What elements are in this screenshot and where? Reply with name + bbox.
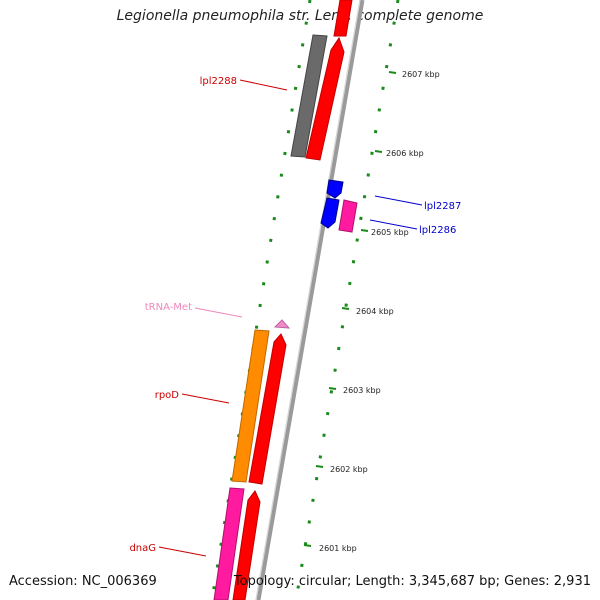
tick-mark (388, 71, 397, 74)
label-trna-met[interactable]: tRNA-Met (145, 302, 192, 313)
cds-top-red[interactable] (333, 0, 353, 37)
backbone-line (255, 0, 365, 600)
leader-lpl2286 (369, 219, 418, 230)
features (213, 0, 358, 600)
tick-label: 2605 kbp (371, 228, 409, 237)
leader-lpl2288 (239, 79, 288, 91)
tick-label: 2602 kbp (330, 465, 368, 474)
label-lpl2288[interactable]: lpl2288 (200, 76, 237, 87)
gene-lpl2288[interactable] (290, 34, 328, 158)
tick-mark (328, 387, 337, 390)
leader-rpoD (181, 393, 230, 404)
tick-mark (374, 150, 383, 153)
gene-lpl2287[interactable] (326, 179, 344, 199)
gene-lpl2287-b[interactable] (320, 197, 340, 229)
gene-rpoD[interactable] (231, 329, 270, 483)
tick-mark (303, 544, 312, 547)
tick-mark (315, 465, 324, 468)
tick-mark (341, 307, 350, 310)
cds-dnaG[interactable] (232, 490, 261, 600)
genome-summary-text: Topology: circular; Length: 3,345,687 bp… (233, 574, 591, 589)
cds-rpoD[interactable] (248, 333, 287, 485)
label-lpl2286[interactable]: lpl2286 (419, 225, 456, 236)
tick-label: 2606 kbp (386, 149, 424, 158)
accession-text: Accession: NC_006369 (9, 574, 157, 589)
gene-lpl2286[interactable] (338, 199, 358, 233)
map-title: Legionella pneumophila str. Lens, comple… (116, 8, 484, 24)
gene-dnaG[interactable] (213, 487, 245, 600)
leader-dnaG (158, 546, 207, 557)
label-dnaG[interactable]: dnaG (129, 543, 156, 554)
gene-labels: lpl2288 lpl2287 lpl2286 tRNA-Met rpoD dn… (129, 76, 461, 557)
leader-trna-met (194, 307, 243, 318)
leader-lpl2287 (374, 195, 423, 206)
label-lpl2287[interactable]: lpl2287 (424, 201, 461, 212)
cds-lpl2288[interactable] (305, 36, 345, 161)
scale-ticks: 2607 kbp 2606 kbp 2605 kbp 2604 kbp 2603… (303, 70, 440, 553)
label-rpoD[interactable]: rpoD (155, 390, 180, 401)
gc-dots-right-outer (294, 0, 400, 600)
tick-label: 2601 kbp (319, 544, 357, 553)
backbone (255, 0, 365, 600)
trna-met[interactable] (273, 319, 291, 329)
backbone-highlight (255, 0, 361, 600)
tick-label: 2604 kbp (356, 307, 394, 316)
tick-label: 2607 kbp (402, 70, 440, 79)
tick-mark (360, 229, 369, 232)
tick-label: 2603 kbp (343, 386, 381, 395)
